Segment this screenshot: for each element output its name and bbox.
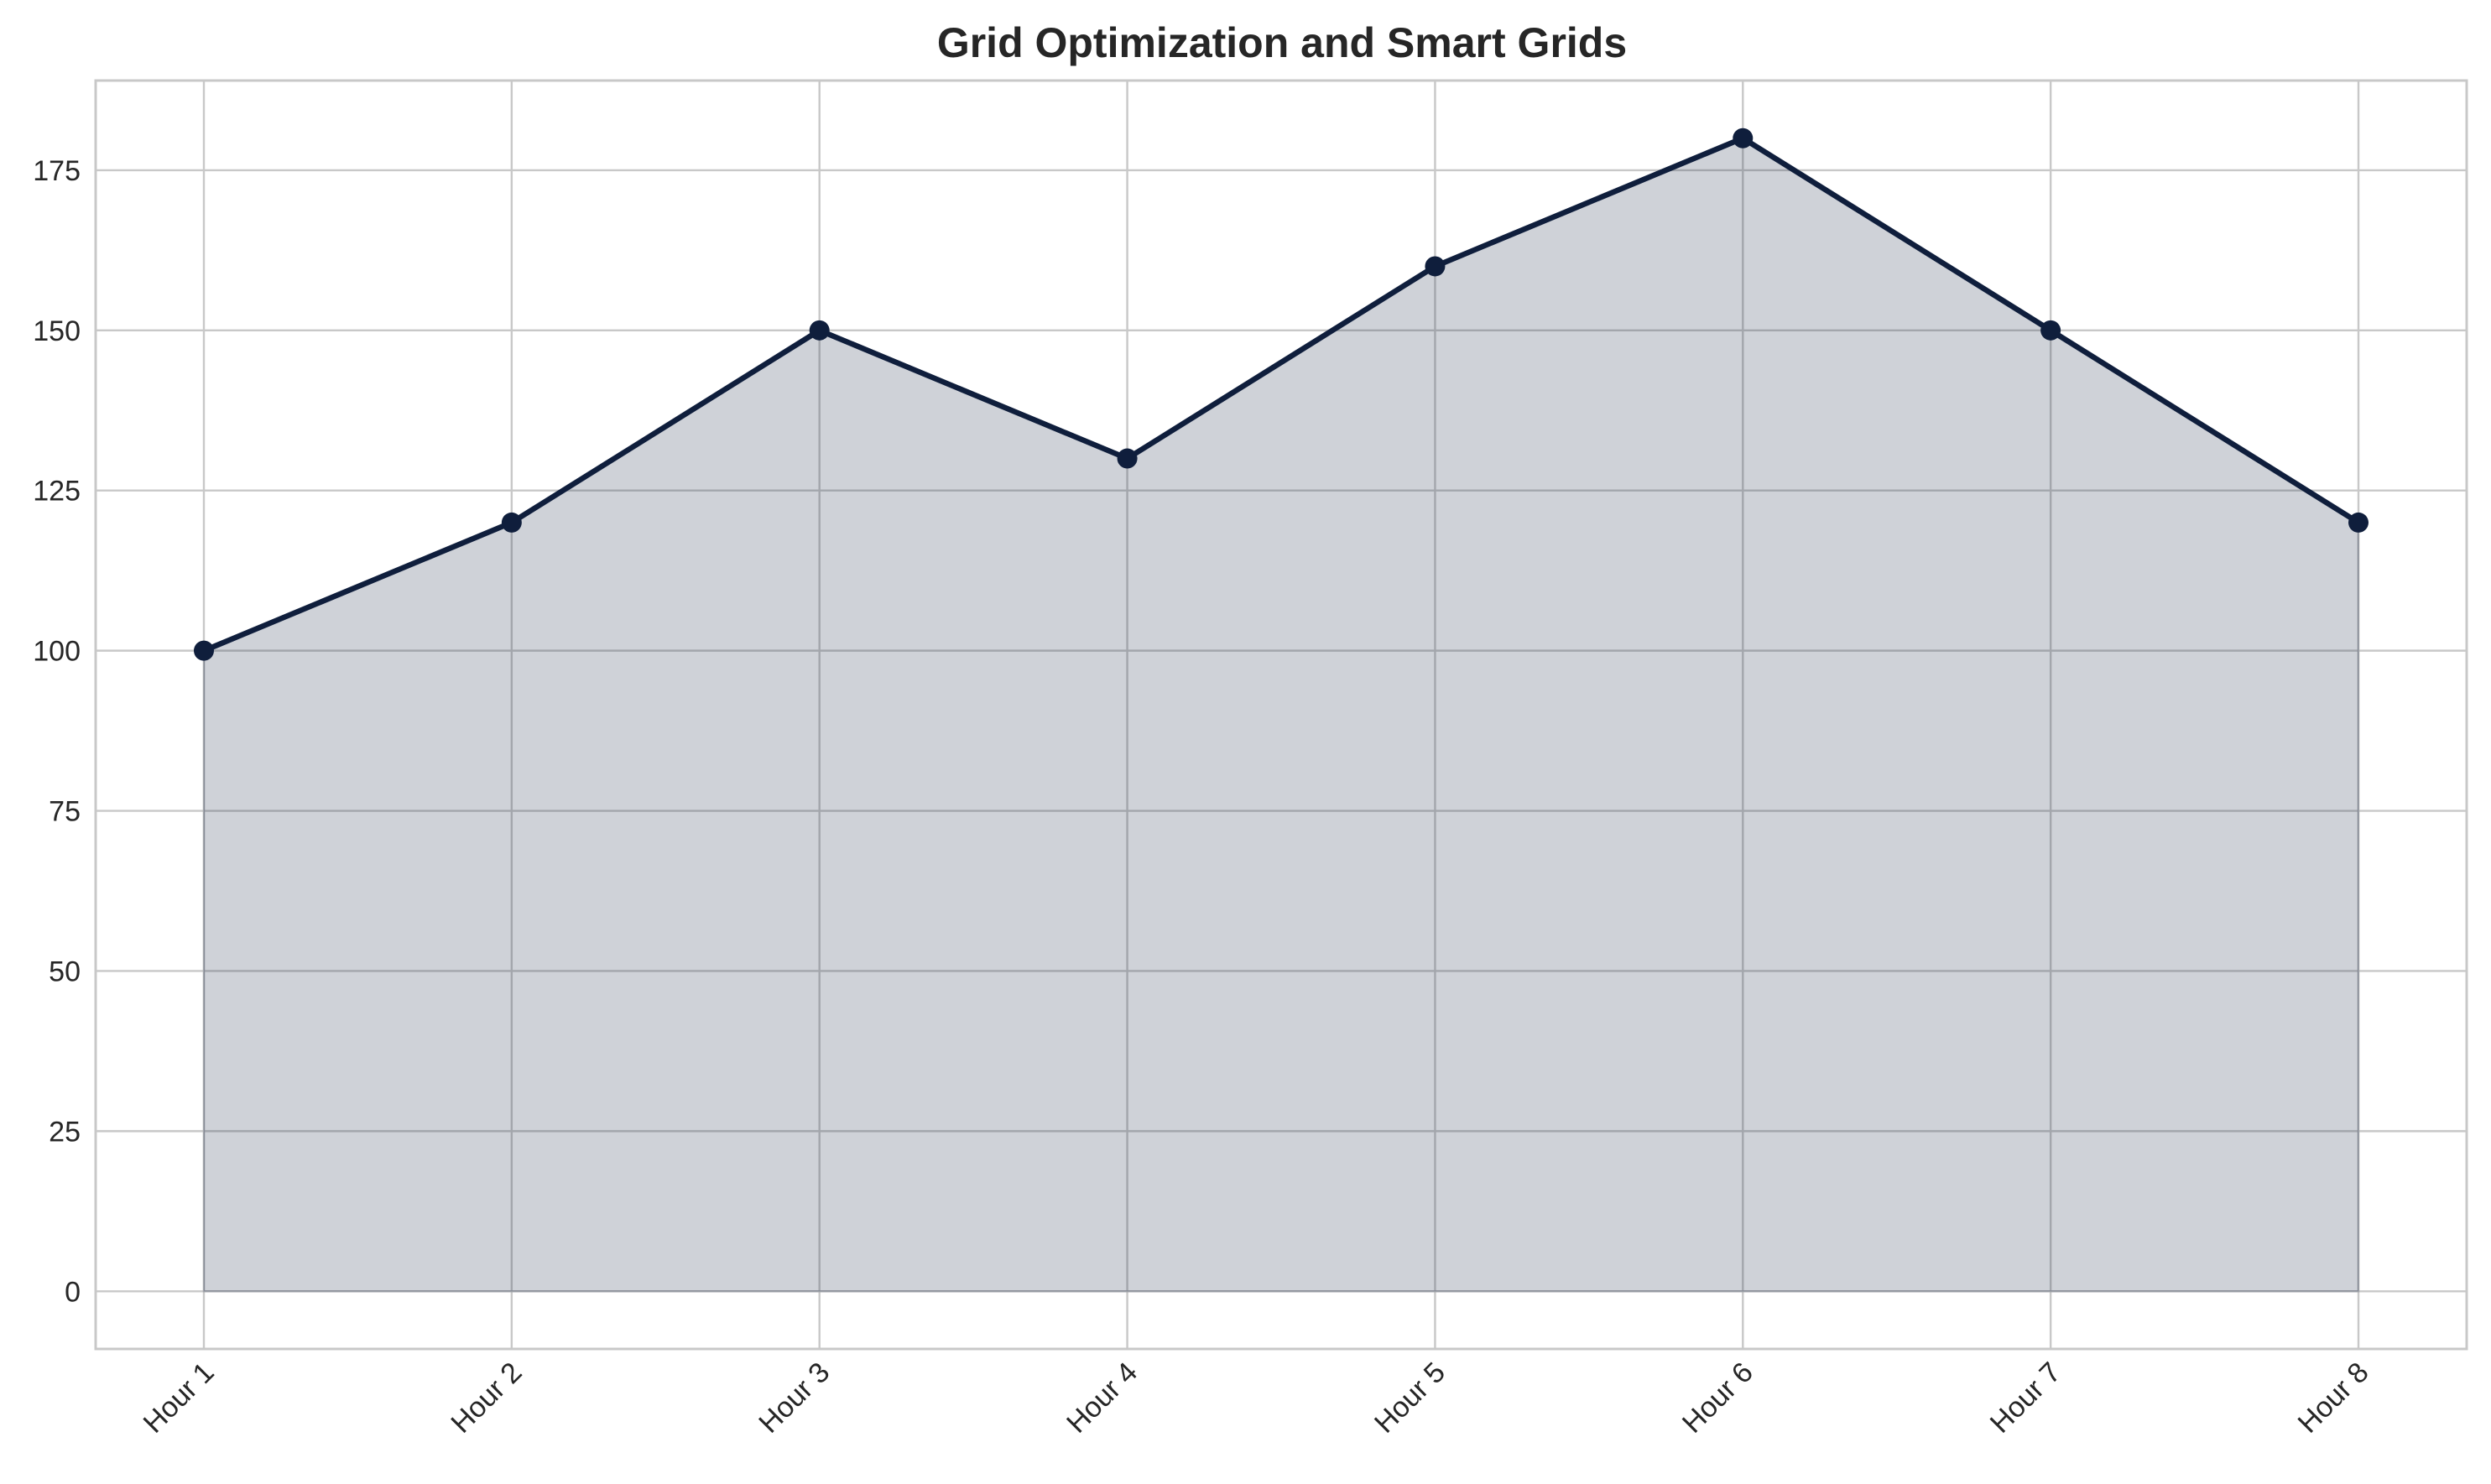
area-fill-group — [202, 137, 2360, 1293]
data-point — [2040, 320, 2061, 341]
x-tick-label: Hour 1 — [138, 1356, 221, 1440]
x-tick-label: Hour 7 — [1984, 1356, 2067, 1440]
y-tick-label: 150 — [33, 315, 81, 347]
data-point — [1733, 128, 1754, 148]
data-point — [1425, 256, 1446, 277]
data-point — [501, 512, 522, 533]
x-tick-label: Hour 5 — [1368, 1356, 1451, 1440]
data-points — [194, 128, 2369, 661]
x-axis-ticks: Hour 1 Hour 2 Hour 3 Hour 4 Hour 5 Hour 6 Hour… — [138, 1356, 2375, 1440]
chart-title: Grid Optimization and Smart Grids — [937, 19, 1627, 66]
y-tick-label: 175 — [33, 155, 81, 187]
y-tick-label: 50 — [49, 955, 81, 987]
data-point — [194, 640, 214, 661]
x-tick-label: Hour 4 — [1060, 1356, 1144, 1440]
y-tick-label: 0 — [65, 1276, 81, 1308]
y-tick-label: 100 — [33, 636, 81, 668]
x-tick-label: Hour 8 — [2292, 1356, 2375, 1440]
series-line-group — [201, 135, 2362, 653]
x-tick-label: Hour 3 — [753, 1356, 836, 1440]
y-axis-ticks: 0 25 50 75 100 125 150 175 — [33, 155, 81, 1308]
data-point — [1117, 448, 1138, 469]
x-tick-label: Hour 2 — [445, 1356, 528, 1440]
data-point — [809, 320, 830, 341]
plot-frame — [94, 79, 2468, 1351]
y-tick-label: 75 — [49, 796, 81, 828]
y-tick-label: 25 — [49, 1116, 81, 1148]
series-line — [201, 135, 2362, 653]
grid-lines — [96, 81, 2467, 1349]
area-fill — [202, 137, 2360, 1293]
x-tick-label: Hour 6 — [1676, 1356, 1759, 1440]
data-point — [2348, 512, 2369, 533]
y-tick-label: 125 — [33, 476, 81, 508]
